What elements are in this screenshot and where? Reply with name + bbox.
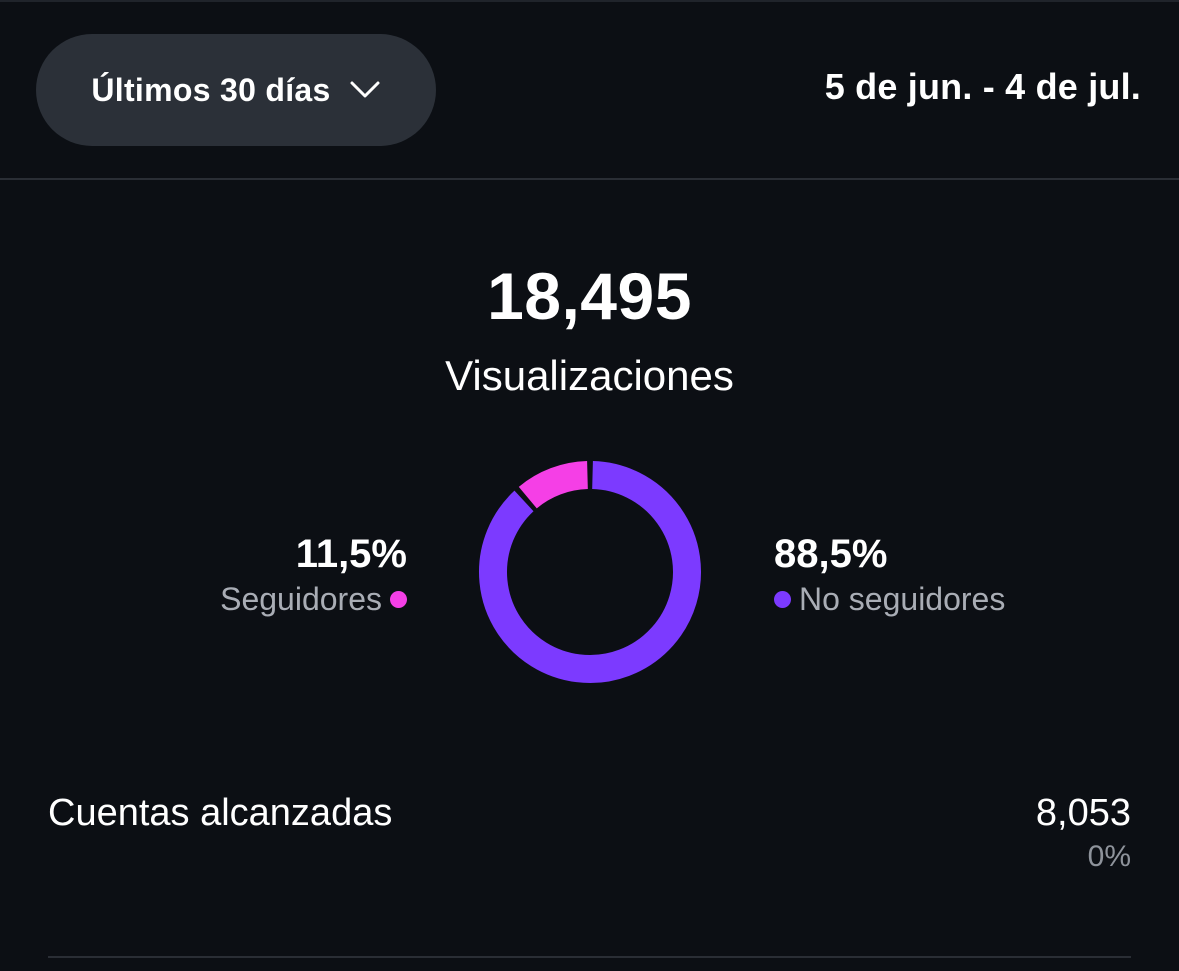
followers-donut-chart [479,461,701,683]
donut-segment-followers [518,461,589,509]
date-range-dropdown-label: Últimos 30 días [91,71,331,108]
bottom-divider [48,956,1131,958]
donut-segment-non-followers [479,461,701,683]
views-label: Visualizaciones [445,352,734,399]
date-range-dropdown[interactable]: Últimos 30 días [36,34,436,146]
accounts-reached-value: 8,053 [1035,792,1131,834]
date-range-text: 5 de jun. - 4 de jul. [824,66,1141,107]
non-followers-legend-dot [774,590,791,608]
followers-label: Seguidores [220,581,382,617]
followers-percent: 11,5% [295,532,407,576]
chevron-down-icon [350,81,380,98]
views-total: 18,495 [487,259,692,333]
followers-stat: 11,5% Seguidores [220,530,407,620]
accounts-reached-change: 0% [1087,840,1131,873]
header-divider [0,178,1179,180]
followers-legend-dot [390,590,407,608]
non-followers-label: No seguidores [799,581,1006,617]
accounts-reached-label: Cuentas alcanzadas [48,792,393,834]
non-followers-percent: 88,5% [774,532,888,576]
non-followers-stat: 88,5% No seguidores [774,530,1005,620]
top-edge-line [0,0,1179,2]
